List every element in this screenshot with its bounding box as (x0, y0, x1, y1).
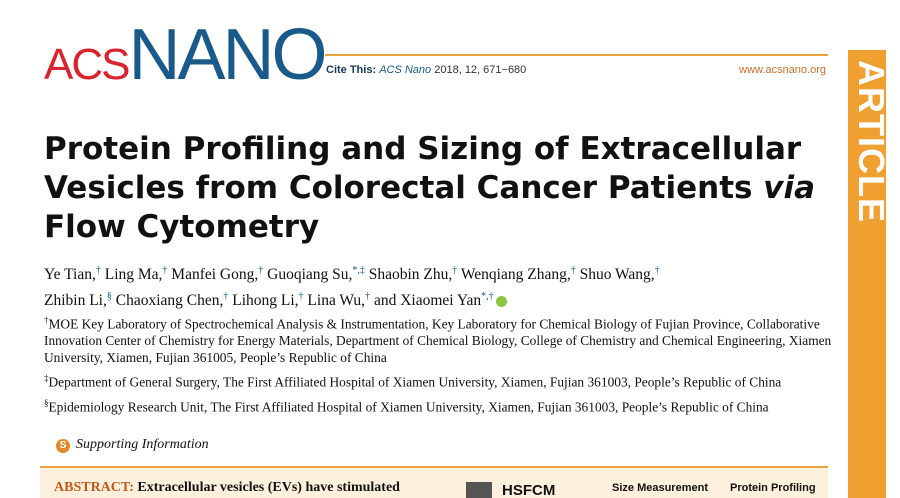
author-mark: § (106, 291, 112, 303)
author-mark: *,‡ (352, 265, 365, 276)
author-mark: † (223, 291, 229, 303)
si-text: Supporting Information (76, 437, 209, 452)
author-name: Lina Wu, (307, 292, 366, 310)
author-name: Lihong Li, (232, 292, 299, 310)
cite-journal: ACS Nano (379, 64, 432, 76)
author-name: Ye Tian, (44, 266, 96, 284)
author-name: Shuo Wang, (579, 266, 655, 284)
author-list: Ye Tian,† Ling Ma,† Manfei Gong,† Guoqia… (44, 260, 834, 312)
author-name: Guoqiang Su, (267, 266, 353, 284)
affiliation: †MOE Key Laboratory of Spectrochemical A… (44, 312, 834, 366)
author-mark: † (365, 291, 371, 303)
affiliation-mark: § (44, 397, 49, 408)
si-icon: S (56, 439, 70, 453)
author-name: Shaobin Zhu, (368, 266, 453, 284)
article-title: Protein Profiling and Sizing of Extracel… (44, 130, 834, 247)
abstract-label: ABSTRACT: (54, 480, 134, 495)
affiliation-mark: ‡ (44, 373, 49, 384)
author-mark: † (570, 265, 576, 276)
figure-label: Protein Profiling (730, 482, 816, 494)
affiliation-text: MOE Key Laboratory of Spectrochemical An… (44, 316, 832, 366)
author-mark: *,† (481, 291, 494, 303)
figure-label: HSFCM (502, 482, 556, 498)
section-band: ARTICLE (848, 50, 892, 498)
author-name: Wenqiang Zhang, (460, 266, 571, 284)
affiliations: †MOE Key Laboratory of Spectrochemical A… (44, 312, 834, 419)
author-mark: † (452, 265, 458, 276)
journal-url[interactable]: www.acsnano.org (739, 64, 826, 76)
figure-icon (466, 482, 492, 498)
author-mark: † (258, 265, 264, 276)
title-part: Flow Cytometry (44, 209, 320, 245)
journal-logo: ACSNANO (44, 14, 328, 96)
citation: Cite This: ACS Nano 2018, 12, 671−680 (326, 64, 526, 76)
affiliation: ‡Department of General Surgery, The Firs… (44, 370, 834, 390)
affiliation: §Epidemiology Research Unit, The First A… (44, 395, 834, 415)
title-italic: via (763, 170, 816, 206)
affiliation-text: Epidemiology Research Unit, The First Af… (48, 399, 769, 415)
logo-acs: ACS (44, 40, 130, 89)
logo-nano: NANO (128, 15, 327, 95)
cite-label: Cite This: (326, 64, 377, 76)
author-name: and Xiaomei Yan (373, 292, 482, 310)
cite-details: 2018, 12, 671−680 (434, 64, 527, 76)
author-mark: † (298, 291, 304, 303)
author-name: Ling Ma, (104, 266, 163, 284)
orcid-icon (495, 296, 507, 308)
title-part: Protein Profiling and Sizing of Extracel… (44, 131, 802, 206)
author-name: Chaoxiang Chen, (115, 292, 224, 310)
author-mark: † (95, 265, 101, 276)
abstract: ABSTRACT: Extracellular vesicles (EVs) h… (54, 480, 400, 496)
header-rule (325, 54, 828, 56)
affiliation-mark: † (44, 315, 49, 325)
supporting-information[interactable]: S Supporting Information (56, 437, 209, 453)
author-name: Zhibin Li, (44, 292, 107, 310)
affiliation-text: Department of General Surgery, The First… (48, 374, 782, 390)
author-name: Manfei Gong, (171, 266, 259, 284)
abstract-text: Extracellular vesicles (EVs) have stimul… (137, 480, 400, 495)
abstract-box (40, 466, 828, 498)
author-mark: † (162, 265, 168, 276)
section-label: ARTICLE (851, 60, 892, 223)
figure-label: Size Measurement (612, 482, 708, 494)
author-mark: † (654, 265, 660, 276)
